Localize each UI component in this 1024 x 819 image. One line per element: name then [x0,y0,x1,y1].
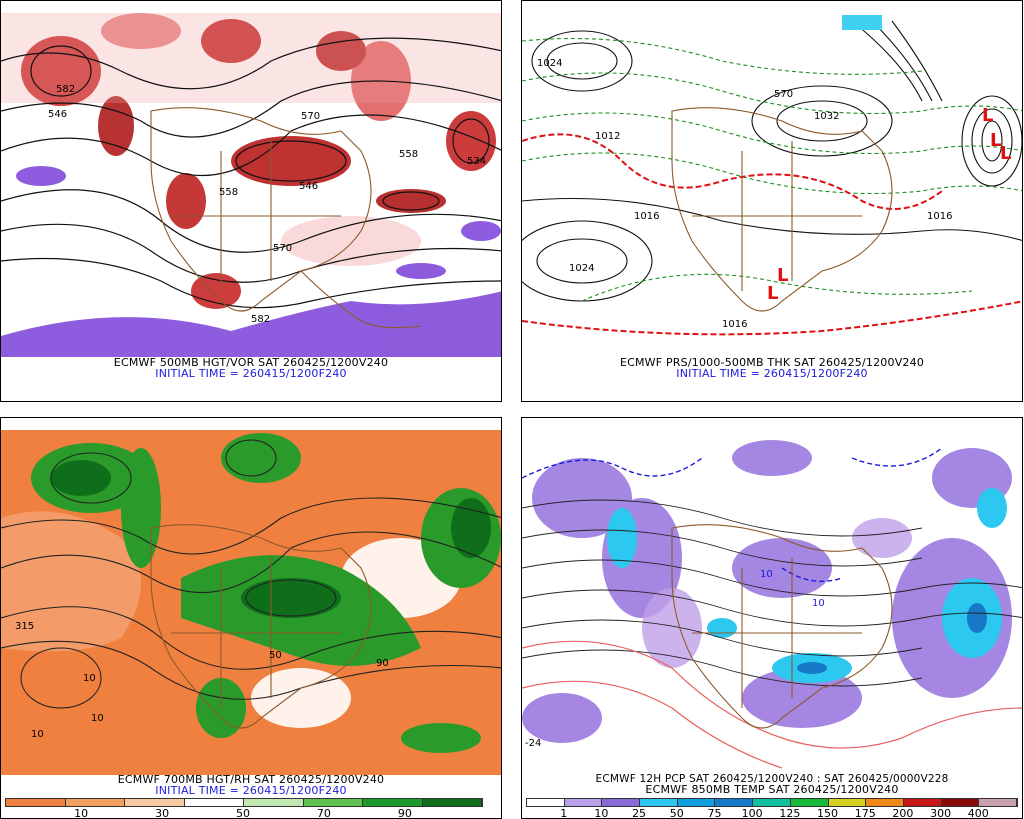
contour-label: 1024 [537,58,563,69]
rh-tick: 30 [155,807,170,819]
contour-label: 315 [15,621,35,632]
colorbar-swatch [790,799,829,806]
contour-label: 1024 [569,263,595,274]
pcp-tick: 400 [967,807,989,819]
panel-12h-pcp-850-temp: 10 10 -24 ECMWF 12H PCP SAT 260425/1200V… [521,417,1023,819]
contour-label: -24 [525,738,542,749]
pcp-colorbar-ticks: 1 10 25 50 75 100 125 150 175 200 300 400 [526,807,1016,819]
pcp-tick: 1 [560,807,568,819]
contour-label: 570 [774,89,794,100]
map-prs-thk: LLL LL [522,13,1022,357]
contour-label: 10 [812,598,825,609]
colorbar-swatch [640,799,678,806]
panel-init-time: INITIAL TIME = 260415/1200F240 [155,784,347,797]
svg-text:L: L [1000,143,1011,164]
colorbar-swatch [527,799,565,806]
colorbar-swatch [828,799,867,806]
map-500mb [1,13,501,357]
colorbar-swatch [941,799,980,806]
map-700mb [1,430,501,775]
contour-label: 546 [299,181,319,192]
panel-title: ECMWF 12H PCP SAT 260425/1200V240 : SAT … [595,773,949,785]
map-pcp [522,430,1022,775]
rh-tick: 90 [397,807,412,819]
colorbar-swatch [677,799,716,806]
colorbar-swatch [422,799,482,806]
svg-text:L: L [982,105,993,126]
colorbar-swatch [903,799,942,806]
pcp-tick: 200 [892,807,914,819]
colorbar-swatch [979,799,1017,806]
contour-label: 10 [83,673,96,684]
panel-init-time: INITIAL TIME = 260415/1200F240 [676,367,868,380]
contour-label: 1016 [634,211,660,222]
contour-label: 558 [219,187,239,198]
panel-title: ECMWF PRS/1000-500MB THK SAT 260425/1200… [619,356,925,369]
colorbar-swatch [866,799,904,806]
colorbar-swatch [6,799,66,806]
contour-label: 50 [269,650,282,661]
colorbar-swatch [184,799,244,806]
contour-label: 1012 [595,131,621,142]
panel-title: ECMWF 500MB HGT/VOR SAT 260425/1200V240 [113,356,389,369]
pcp-colorbar [526,798,1018,807]
rh-colorbar [5,798,483,807]
pcp-tick: 75 [707,807,722,819]
colorbar-swatch [753,799,791,806]
pcp-tick: 300 [930,807,952,819]
pcp-tick: 25 [632,807,647,819]
panel-subtitle: ECMWF 850MB TEMP SAT 260425/1200V240 [645,783,899,796]
rh-tick: 70 [316,807,331,819]
colorbar-swatch [244,799,304,806]
pcp-tick: 175 [854,807,876,819]
contour-label: 546 [48,109,68,120]
pcp-tick: 100 [741,807,763,819]
pcp-tick: 125 [779,807,801,819]
contour-label: 570 [301,111,321,122]
svg-text:L: L [777,265,788,286]
contour-label: 570 [273,243,293,254]
contour-label: 1016 [927,211,953,222]
panel-500mb-hgt-vor: 582 546 570 558 558 546 570 582 534 ECMW… [0,0,502,402]
rh-colorbar-ticks: 10 30 50 70 90 [5,807,481,819]
colorbar-swatch [602,799,641,806]
contour-label: 558 [399,149,419,160]
contour-label: 1016 [722,319,748,330]
colorbar-swatch [564,799,603,806]
pcp-tick: 150 [817,807,839,819]
rh-tick: 10 [74,807,89,819]
contour-label: 582 [56,84,76,95]
contour-label: 10 [31,729,44,740]
contour-label: 534 [467,156,487,167]
svg-text:L: L [990,130,1001,151]
colorbar-swatch [125,799,185,806]
colorbar-swatch [715,799,754,806]
pcp-tick: 10 [594,807,609,819]
contour-label: 1032 [814,111,840,122]
rh-tick: 50 [236,807,250,819]
panel-title: ECMWF 700MB HGT/RH SAT 260425/1200V240 [117,773,385,786]
svg-text:L: L [767,283,778,304]
colorbar-swatch [363,799,423,806]
contour-label: 10 [91,713,104,724]
panel-init-time: INITIAL TIME = 260415/1200F240 [155,367,347,380]
panel-700mb-hgt-rh: 315 10 50 10 90 10 ECMWF 700MB HGT/RH SA… [0,417,502,819]
colorbar-swatch [303,799,363,806]
colorbar-swatch [65,799,125,806]
pcp-tick: 50 [669,807,684,819]
contour-label: 10 [760,569,773,580]
contour-label: 90 [376,658,389,669]
contour-label: 582 [251,314,271,325]
